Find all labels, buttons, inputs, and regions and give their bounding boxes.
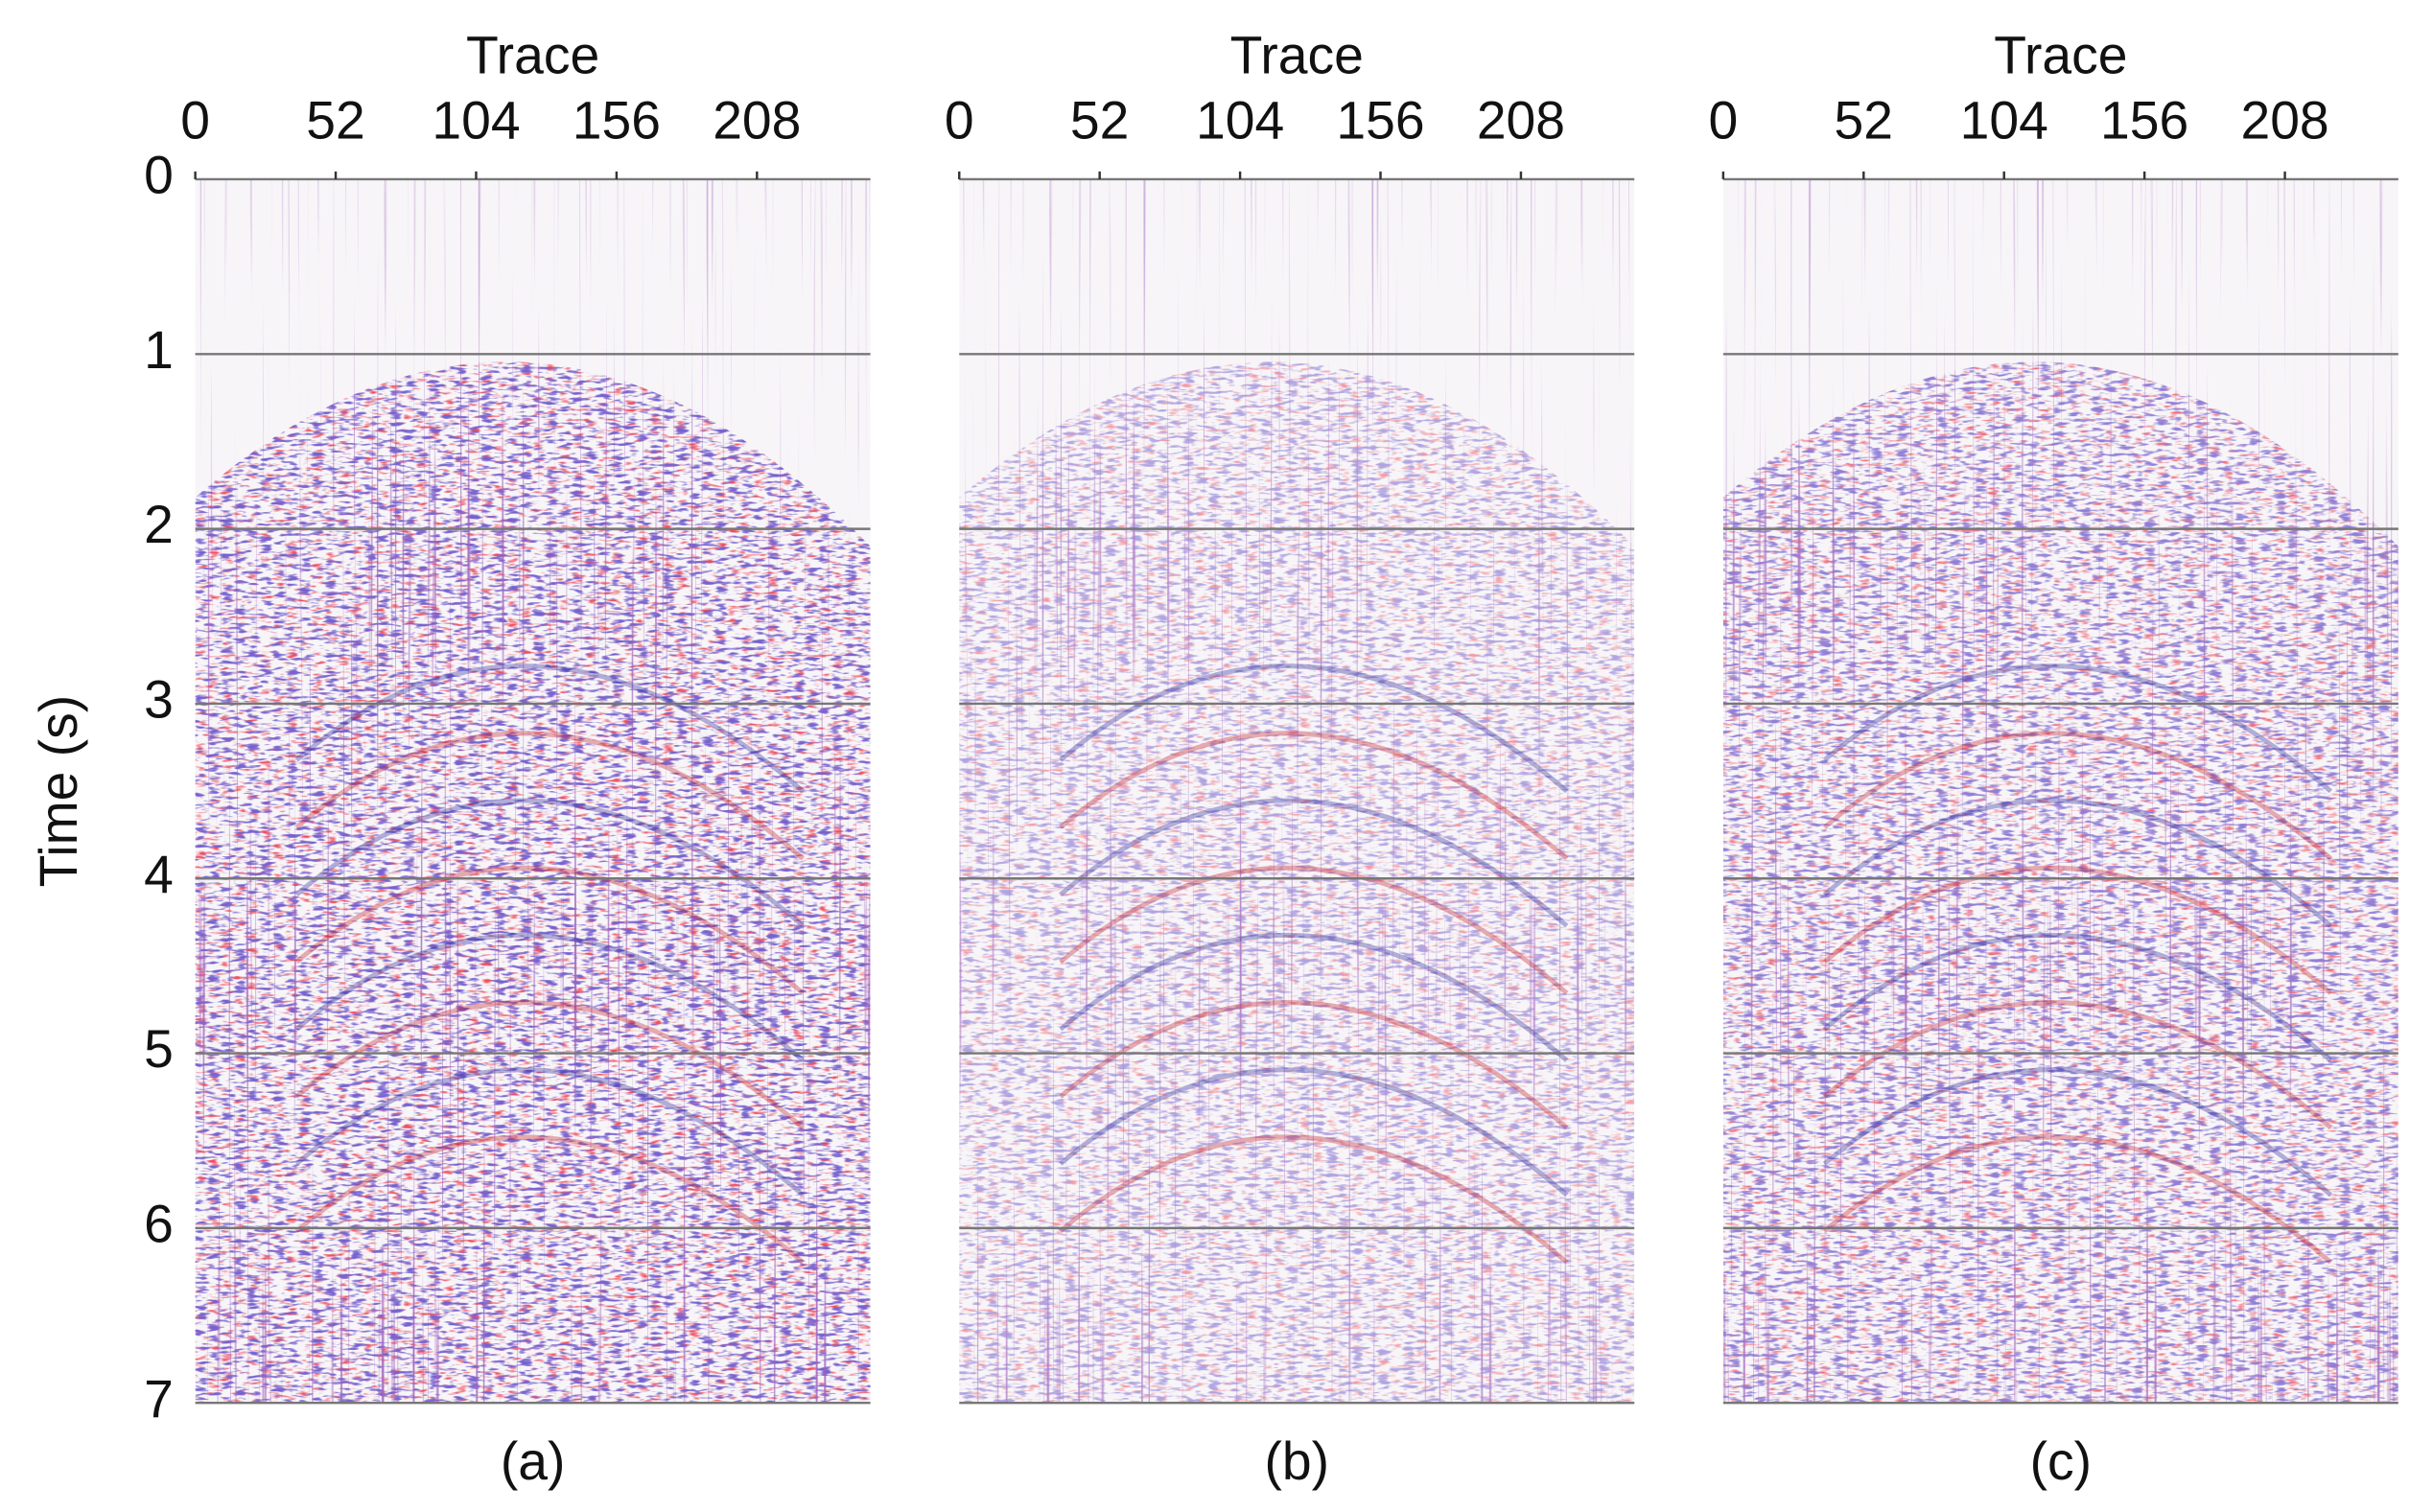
event [1822,1134,2333,1265]
streak-layer [1722,178,2398,1404]
event [1822,663,2333,794]
x-tick-label: 0 [1709,91,1739,151]
caption: (b) [1264,1431,1329,1491]
caption: (a) [501,1431,566,1491]
x-tick-label: 0 [180,91,210,151]
event [1059,1134,1569,1265]
caption: (c) [2030,1431,2092,1491]
x-tick-label: 0 [945,91,974,151]
event [1822,932,2333,1062]
event [1822,798,2333,928]
x-tick-label: 52 [1070,91,1129,151]
y-tick-label: 1 [144,320,174,380]
event [294,1000,805,1130]
x-tick-label: 156 [2100,91,2188,151]
event [1059,798,1569,928]
event [1059,865,1569,995]
seismic-streaks [1722,178,2398,1404]
panel: 0 52 104 156 208 Trace (b) [945,25,1635,1491]
x-tick-label: 104 [432,91,520,151]
streak-layer [959,178,1635,1404]
x-tick-label: 104 [1960,91,2048,151]
event [1059,932,1569,1062]
y-axis-label: Time (s) [29,695,88,888]
event [294,663,805,794]
x-tick-label: 208 [1477,91,1565,151]
event [1822,731,2333,861]
event [1059,1000,1569,1130]
seismic-streaks [959,178,1635,1404]
x-axis-label: Trace [466,25,599,84]
event [294,731,805,861]
y-tick-label: 6 [144,1194,174,1253]
event [1822,1000,2333,1130]
x-tick-label: 156 [1336,91,1424,151]
y-tick-label: 7 [144,1369,174,1429]
x-tick-label: 208 [2240,91,2328,151]
event [294,932,805,1062]
x-tick-label: 52 [1835,91,1893,151]
y-tick-label: 0 [144,146,174,205]
panel: 0 52 104 156 208 Trace (c) [1709,25,2398,1491]
event [294,1134,805,1265]
x-tick-label: 52 [306,91,364,151]
x-axis-label: Trace [1994,25,2127,84]
y-tick-label: 4 [144,845,174,904]
event [294,798,805,928]
event [294,1067,805,1198]
event [1059,663,1569,794]
x-axis-label: Trace [1230,25,1364,84]
event [1822,1067,2333,1198]
event [1059,1067,1569,1198]
y-tick-label: 3 [144,670,174,730]
streak-layer [195,178,871,1404]
x-tick-label: 208 [713,91,801,151]
event [1059,731,1569,861]
x-tick-label: 104 [1196,91,1284,151]
panel: 0 52 104 156 208 0 1 2 3 4 5 6 7 Trace Time (s) (a) [29,25,871,1491]
seismic-streaks [195,178,871,1404]
x-tick-label: 156 [573,91,661,151]
y-tick-label: 5 [144,1019,174,1079]
event [294,865,805,995]
y-tick-label: 2 [144,495,174,554]
event [1822,865,2333,995]
